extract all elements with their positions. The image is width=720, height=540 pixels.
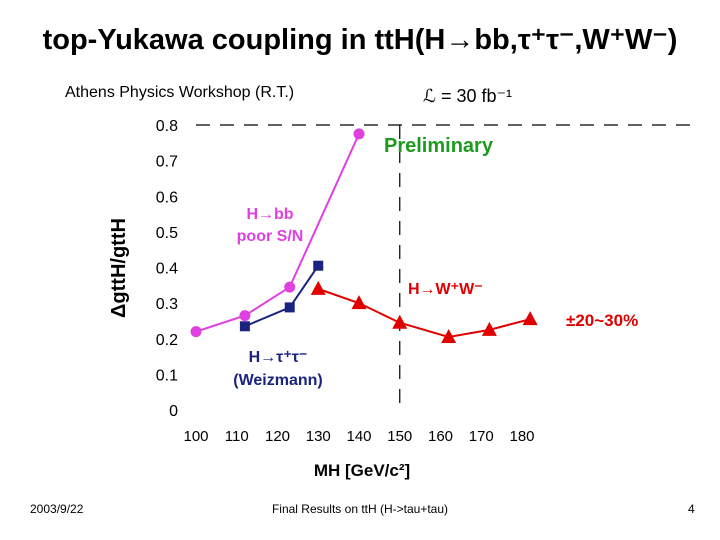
x-tick-label: 120 [265, 428, 290, 445]
footer-label: Final Results on ttH (H->tau+tau) [271, 502, 449, 516]
y-tick-label: 0.5 [156, 225, 178, 242]
bb-annotation-line1: H→bb [246, 206, 293, 223]
x-tick-label: 170 [469, 428, 494, 445]
page-number: 4 [688, 502, 695, 516]
bb-annotation-line2: poor S/N [237, 228, 304, 245]
workshop-label: Athens Physics Workshop (R.T.) [65, 84, 295, 101]
y-tick-label: 0.6 [156, 189, 178, 206]
y-tick-label: 0.3 [156, 296, 178, 313]
tautau-annotation-line2: (Weizmann) [233, 372, 322, 389]
point-tautau [313, 260, 324, 271]
x-tick-label: 140 [346, 428, 371, 445]
point-ww [351, 295, 367, 310]
y-tick-label: 0.7 [156, 154, 178, 171]
point-tautau [239, 321, 250, 332]
range-annotation: ±20~30% [566, 311, 638, 330]
y-axis-label: ΔgttH/gttH [108, 218, 130, 318]
series-line-ww [317, 287, 531, 338]
y-tick-labels: 0 0.1 0.2 0.3 0.4 0.5 0.6 0.7 0.8 [156, 118, 178, 420]
y-tick-label: 0.4 [156, 261, 178, 278]
x-tick-labels: 100 110 120 130 140 150 160 170 180 [183, 428, 534, 445]
series-line-bb [195, 133, 360, 333]
slide-title: top-Yukawa coupling in ttH(H→bb,τ⁺τ⁻,W⁺W… [42, 24, 678, 56]
point-ww [522, 311, 538, 326]
point-bb [239, 310, 251, 322]
point-bb [353, 128, 365, 140]
x-axis-label: MH [GeV/c²] [314, 461, 410, 480]
x-tick-label: 130 [306, 428, 331, 445]
y-tick-label: 0 [169, 403, 178, 420]
point-ww [310, 280, 326, 295]
series-layer [190, 128, 538, 343]
x-tick-label: 160 [428, 428, 453, 445]
x-tick-label: 110 [225, 428, 249, 445]
ww-annotation: H→W⁺W⁻ [408, 281, 483, 298]
x-tick-label: 180 [509, 428, 534, 445]
date-label: 2003/9/22 [30, 502, 84, 516]
point-ww [392, 314, 408, 329]
x-tick-label: 100 [183, 428, 208, 445]
point-tautau [284, 302, 295, 313]
tautau-annotation-line1: H→τ⁺τ⁻ [249, 349, 308, 366]
y-tick-label: 0.2 [156, 332, 178, 349]
preliminary-label: Preliminary [384, 135, 494, 157]
x-tick-label: 150 [387, 428, 412, 445]
series-line-tautau [244, 265, 320, 328]
point-bb [284, 281, 296, 293]
point-ww [481, 321, 497, 336]
point-ww [441, 328, 457, 343]
point-bb [190, 326, 202, 338]
plot-frame [196, 124, 690, 410]
y-tick-label: 0.1 [156, 367, 178, 384]
y-tick-label: 0.8 [156, 118, 178, 135]
luminosity-label: ℒ = 30 fb⁻¹ [423, 86, 513, 106]
